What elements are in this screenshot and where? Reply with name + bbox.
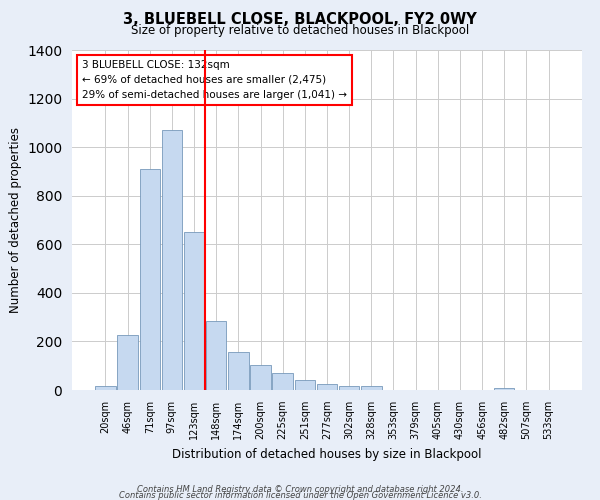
Bar — [295, 380, 315, 390]
Text: Contains HM Land Registry data © Crown copyright and database right 2024.: Contains HM Land Registry data © Crown c… — [137, 484, 463, 494]
Y-axis label: Number of detached properties: Number of detached properties — [8, 127, 22, 313]
Bar — [206, 321, 226, 390]
Bar — [184, 232, 204, 390]
Text: 3, BLUEBELL CLOSE, BLACKPOOL, FY2 0WY: 3, BLUEBELL CLOSE, BLACKPOOL, FY2 0WY — [123, 12, 477, 28]
Bar — [361, 386, 382, 390]
Bar — [272, 373, 293, 390]
Bar — [250, 364, 271, 390]
Bar — [228, 352, 248, 390]
Bar — [339, 386, 359, 390]
X-axis label: Distribution of detached houses by size in Blackpool: Distribution of detached houses by size … — [172, 448, 482, 460]
Text: Size of property relative to detached houses in Blackpool: Size of property relative to detached ho… — [131, 24, 469, 37]
Bar — [140, 169, 160, 390]
Bar — [161, 130, 182, 390]
Bar — [494, 388, 514, 390]
Bar — [317, 384, 337, 390]
Bar — [118, 334, 138, 390]
Bar — [95, 386, 116, 390]
Text: 3 BLUEBELL CLOSE: 132sqm
← 69% of detached houses are smaller (2,475)
29% of sem: 3 BLUEBELL CLOSE: 132sqm ← 69% of detach… — [82, 60, 347, 100]
Text: Contains public sector information licensed under the Open Government Licence v3: Contains public sector information licen… — [119, 490, 481, 500]
